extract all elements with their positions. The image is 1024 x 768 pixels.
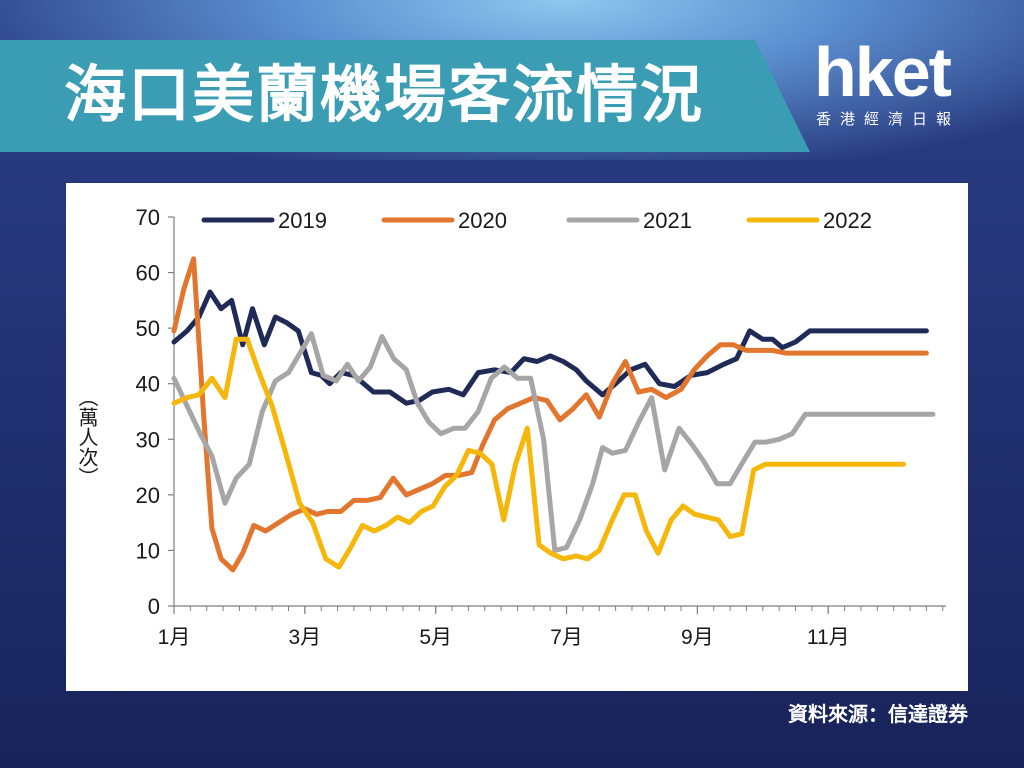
logo-wordmark: hket bbox=[814, 33, 952, 111]
y-tick-label: 70 bbox=[136, 205, 160, 230]
chart-card: 0 10 20 30 40 50 60 70 1月 3月 5月 7月 9月 11月 2019 2020 202… bbox=[66, 183, 968, 691]
legend-label-2021: 2021 bbox=[643, 208, 692, 233]
y-tick-label: 20 bbox=[136, 483, 160, 508]
legend-label-2020: 2020 bbox=[458, 208, 507, 233]
y-tick-label: 10 bbox=[136, 538, 160, 563]
x-tick-label: 3月 bbox=[289, 626, 322, 649]
axis-layer: 0 10 20 30 40 50 60 70 1月 3月 5月 7月 9月 11月 bbox=[136, 205, 946, 649]
series-line-2019[interactable] bbox=[171, 289, 929, 406]
legend-label-2022: 2022 bbox=[823, 208, 872, 233]
series-line-2022[interactable] bbox=[171, 336, 906, 570]
y-tick-label: 40 bbox=[136, 372, 160, 397]
y-axis-label: （萬人次） bbox=[75, 387, 98, 487]
legend-label-2019: 2019 bbox=[278, 208, 327, 233]
series-layer bbox=[171, 256, 936, 573]
y-tick-label: 60 bbox=[136, 261, 160, 286]
x-tick-label: 5月 bbox=[419, 626, 452, 649]
y-tick-label: 0 bbox=[148, 594, 160, 619]
logo-subtitle: 香港經濟日報 bbox=[816, 110, 961, 128]
title-banner bbox=[0, 40, 810, 152]
source-note: 資料來源：信達證券 bbox=[788, 702, 968, 726]
series-line-2021[interactable] bbox=[171, 331, 936, 553]
x-tick-label: 7月 bbox=[550, 626, 583, 649]
y-tick-label: 30 bbox=[136, 427, 160, 452]
hket-logo[interactable]: hket 香港經濟日報 bbox=[814, 34, 984, 134]
x-tick-label: 1月 bbox=[158, 626, 191, 649]
x-tick-label: 9月 bbox=[681, 626, 714, 649]
line-chart: 0 10 20 30 40 50 60 70 1月 3月 5月 7月 9月 11月 2019 2020 202… bbox=[75, 205, 946, 649]
y-tick-label: 50 bbox=[136, 316, 160, 341]
legend: 2019 2020 2021 2022 bbox=[201, 208, 872, 233]
page-title: 海口美蘭機場客流情況 bbox=[64, 58, 705, 131]
x-tick-label: 11月 bbox=[807, 626, 850, 649]
